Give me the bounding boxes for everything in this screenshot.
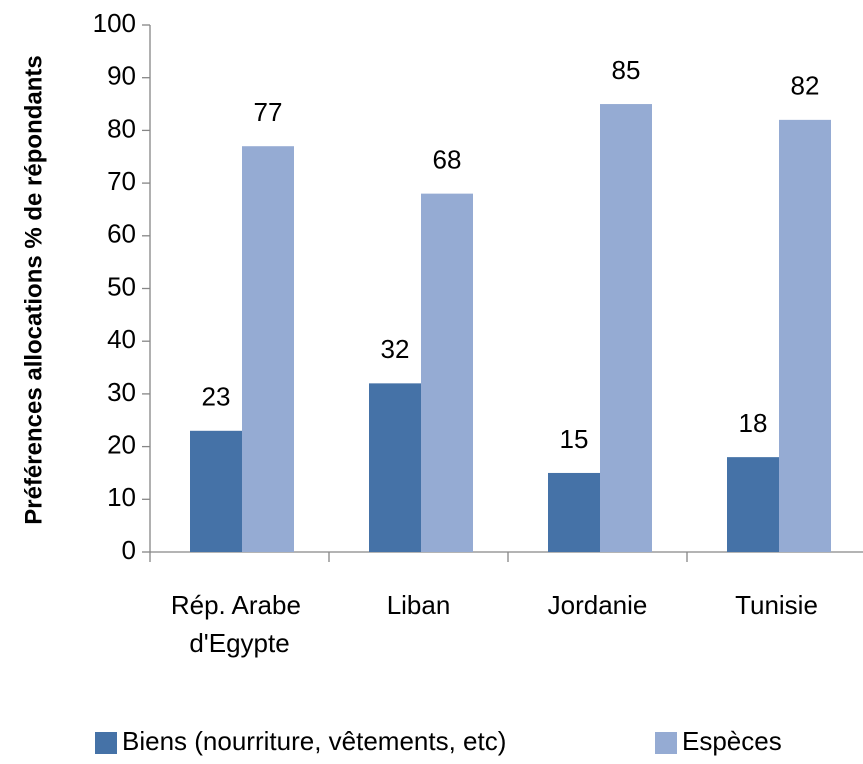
x-tick-label: Jordanie bbox=[548, 590, 648, 620]
value-label: 32 bbox=[381, 334, 410, 364]
y-tick-label: 0 bbox=[122, 535, 136, 565]
y-tick-label: 40 bbox=[107, 324, 136, 354]
value-label: 68 bbox=[433, 145, 462, 175]
legend-label: Biens (nourriture, vêtements, etc) bbox=[122, 726, 506, 756]
y-tick-label: 10 bbox=[107, 482, 136, 512]
bar bbox=[369, 383, 421, 552]
bar bbox=[779, 119, 831, 553]
y-tick-label: 30 bbox=[107, 377, 136, 407]
legend-swatch bbox=[95, 732, 117, 754]
value-label: 18 bbox=[739, 408, 768, 438]
y-tick-label: 100 bbox=[93, 8, 136, 38]
x-tick-label: Tunisie bbox=[735, 590, 818, 620]
y-tick-label: 80 bbox=[107, 113, 136, 143]
y-tick-label: 20 bbox=[107, 429, 136, 459]
bar bbox=[600, 104, 652, 553]
y-axis-label: Préférences allocations % de répondants bbox=[20, 55, 47, 525]
value-label: 85 bbox=[612, 55, 641, 85]
x-tick-label: Liban bbox=[387, 590, 451, 620]
value-label: 15 bbox=[560, 424, 589, 454]
y-tick-label: 50 bbox=[107, 271, 136, 301]
bar bbox=[727, 457, 779, 552]
y-tick-label: 60 bbox=[107, 219, 136, 249]
legend-label: Espèces bbox=[682, 726, 782, 756]
y-tick-label: 70 bbox=[107, 166, 136, 196]
value-label: 23 bbox=[202, 382, 231, 412]
y-tick-label: 90 bbox=[107, 61, 136, 91]
value-label: 82 bbox=[791, 71, 820, 101]
value-label: 77 bbox=[254, 97, 283, 127]
bar bbox=[548, 472, 600, 552]
bar bbox=[421, 193, 473, 552]
x-tick-label: Rép. Arabe d'Egypte bbox=[171, 590, 308, 658]
bar bbox=[242, 146, 294, 552]
bar bbox=[190, 430, 242, 552]
legend-swatch bbox=[655, 732, 677, 754]
